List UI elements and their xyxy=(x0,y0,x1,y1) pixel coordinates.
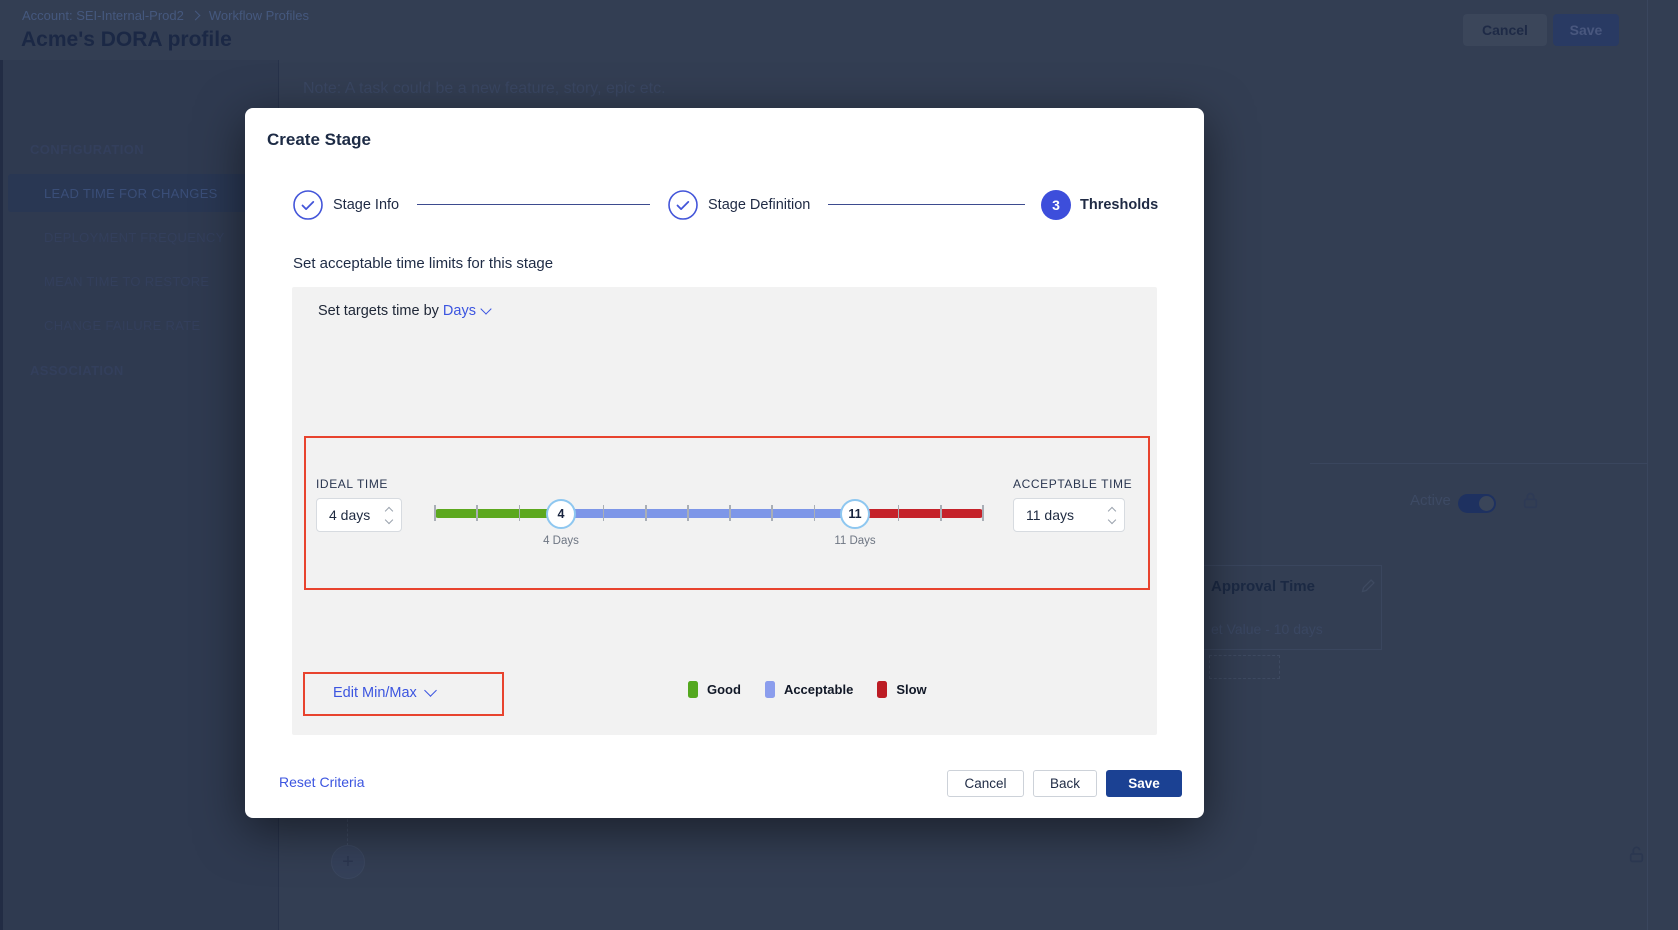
sidebar-item-deployment-frequency[interactable]: DEPLOYMENT FREQUENCY xyxy=(44,229,225,245)
sidebar-section-association[interactable]: ASSOCIATION xyxy=(30,363,124,378)
add-stage-button[interactable]: + xyxy=(331,845,365,879)
toggle-knob xyxy=(1479,496,1494,511)
sidebar: CONFIGURATION LEAD TIME FOR CHANGES DEPL… xyxy=(0,60,279,930)
target-time-prefix: Set targets time by xyxy=(318,303,439,319)
sidebar-item-lead-time-for-changes[interactable]: LEAD TIME FOR CHANGES xyxy=(8,174,270,212)
slider-tick xyxy=(687,505,689,521)
ideal-time-label: IDEAL TIME xyxy=(316,477,389,491)
ideal-time-input[interactable]: 4 days xyxy=(316,498,402,532)
plus-icon: + xyxy=(342,850,354,873)
lock-icon[interactable] xyxy=(1521,491,1540,510)
acceptable-time-value: 11 days xyxy=(1026,507,1074,523)
bg-dotted-box xyxy=(1209,655,1280,679)
breadcrumb-chevron-icon xyxy=(190,10,201,21)
bg-connector-dashed-line xyxy=(347,819,348,846)
slider-min-day-label: 4 Days xyxy=(543,535,579,547)
breadcrumb-account[interactable]: Account: SEI-Internal-Prod2 xyxy=(22,8,184,23)
reset-criteria-link[interactable]: Reset Criteria xyxy=(279,774,365,790)
slider-handle-max[interactable]: 11 xyxy=(840,498,870,529)
modal-cancel-button[interactable]: Cancel xyxy=(947,770,1024,797)
slider-tick xyxy=(813,505,816,521)
modal-title: Create Stage xyxy=(267,130,371,149)
legend-item: Acceptable xyxy=(764,681,854,698)
track-good-segment xyxy=(435,509,561,518)
stepper-arrows-icon[interactable] xyxy=(384,506,401,524)
header-save-button[interactable]: Save xyxy=(1553,14,1619,46)
legend-slow-swatch xyxy=(877,681,888,698)
legend-acceptable-label: Acceptable xyxy=(783,682,854,697)
slider-tick xyxy=(940,505,942,521)
active-label: Active xyxy=(1410,492,1451,509)
bg-card-top-border xyxy=(1310,463,1647,464)
target-unit-dropdown[interactable]: Days xyxy=(443,303,492,319)
legend-good-swatch xyxy=(688,681,698,698)
legend: Good Acceptable Slow xyxy=(688,681,927,698)
header-cancel-button[interactable]: Cancel xyxy=(1463,14,1547,46)
slider-tick xyxy=(729,505,731,521)
chevron-down-icon xyxy=(480,303,492,315)
track-acceptable-segment xyxy=(561,509,855,518)
target-time-row: Set targets time by Days xyxy=(318,303,492,319)
slider-handle-min[interactable]: 4 xyxy=(546,498,576,529)
slider-tick xyxy=(771,505,773,521)
slider-tick xyxy=(518,505,521,521)
legend-slow-label: Slow xyxy=(896,682,927,697)
track-slow-segment xyxy=(855,509,983,518)
slider-tick xyxy=(602,505,605,521)
legend-acceptable-swatch xyxy=(764,681,775,698)
approval-target-value: et Value - 10 days xyxy=(1211,621,1323,637)
approval-time-card: Approval Time et Value - 10 days xyxy=(1199,565,1382,650)
active-toggle[interactable] xyxy=(1458,494,1496,513)
step-connector-2 xyxy=(828,204,1025,205)
approval-time-title: Approval Time xyxy=(1211,578,1315,595)
legend-item: Good xyxy=(688,681,741,698)
step1-label[interactable]: Stage Info xyxy=(333,197,400,213)
slider-tick xyxy=(434,505,436,521)
page-title: Acme's DORA profile xyxy=(21,28,232,51)
edit-minmax-button[interactable]: Edit Min/Max xyxy=(333,684,437,701)
slider-track[interactable] xyxy=(434,505,984,521)
right-panel-divider xyxy=(1647,0,1648,930)
sidebar-item-change-failure-rate[interactable]: CHANGE FAILURE RATE xyxy=(44,317,201,333)
step1-check-icon[interactable] xyxy=(293,190,323,220)
sidebar-item-mean-time-to-restore[interactable]: MEAN TIME TO RESTORE xyxy=(44,273,210,289)
breadcrumb: Account: SEI-Internal-Prod2 Workflow Prof… xyxy=(22,8,309,23)
step3-label[interactable]: Thresholds xyxy=(1080,197,1159,213)
modal-back-button[interactable]: Back xyxy=(1033,770,1097,797)
step-connector-1 xyxy=(417,204,650,205)
note-text: Note: A task could be a new feature, sto… xyxy=(303,80,666,97)
breadcrumb-section[interactable]: Workflow Profiles xyxy=(208,8,310,23)
create-stage-modal: Create Stage Stage Info Stage Definition… xyxy=(245,108,1204,818)
slider-tick xyxy=(476,505,478,521)
sidebar-section-configuration[interactable]: CONFIGURATION xyxy=(30,142,145,157)
acceptable-time-label: ACCEPTABLE TIME xyxy=(1013,477,1133,491)
acceptable-time-input[interactable]: 11 days xyxy=(1013,498,1125,532)
legend-item: Slow xyxy=(877,681,927,698)
chevron-down-icon xyxy=(423,684,437,697)
edit-pencil-icon[interactable] xyxy=(1360,578,1376,594)
section-title: Set acceptable time limits for this stag… xyxy=(293,255,554,272)
slider-max-day-label: 11 Days xyxy=(834,535,876,547)
modal-save-button[interactable]: Save xyxy=(1106,770,1182,797)
step2-label[interactable]: Stage Definition xyxy=(708,197,811,213)
slider-tick xyxy=(982,505,984,521)
step3-number-badge[interactable]: 3 xyxy=(1041,190,1071,220)
step2-check-icon[interactable] xyxy=(668,190,698,220)
thresholds-panel: Set targets time by Days IDEAL TIME 4 da… xyxy=(292,287,1157,735)
slider-tick xyxy=(897,505,900,521)
stepper-arrows-icon[interactable] xyxy=(1107,506,1124,524)
slider-tick xyxy=(645,505,647,521)
legend-good-label: Good xyxy=(707,682,741,697)
unlock-icon[interactable] xyxy=(1627,845,1646,864)
ideal-time-value: 4 days xyxy=(329,507,371,523)
